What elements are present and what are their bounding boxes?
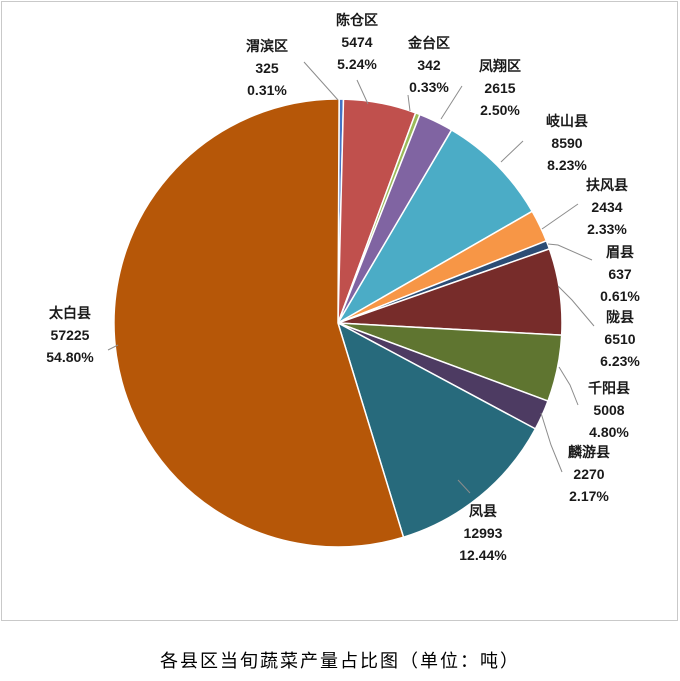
leader-line-11	[457, 479, 471, 494]
data-label-9: 千阳县 5008 4.80%	[588, 380, 630, 440]
pie-slice-12	[113, 98, 405, 548]
data-label-2: 陈仓区 5474 5.24%	[336, 12, 378, 72]
leader-line-6	[541, 203, 579, 230]
leader-line-9	[558, 366, 579, 406]
data-label-5: 岐山县 8590 8.23%	[546, 113, 588, 173]
data-label-10: 麟游县 2270 2.17%	[568, 444, 610, 504]
pie-slice-5	[335, 128, 534, 326]
leader-line-7	[547, 243, 593, 261]
data-label-6: 扶风县 2434 2.33%	[586, 177, 628, 237]
leader-line-4	[440, 85, 463, 120]
leader-line-10	[540, 412, 563, 473]
data-label-7: 眉县 637 0.61%	[600, 244, 640, 304]
data-label-3: 金台区 342 0.33%	[407, 35, 450, 95]
chart-title: 各县区当旬蔬菜产量占比图（单位：吨）	[160, 651, 520, 672]
data-label-8: 陇县 6510 6.23%	[600, 309, 640, 369]
leader-line-1	[303, 61, 339, 101]
leader-line-8	[557, 285, 595, 327]
data-label-12: 太白县 57225 54.80%	[46, 305, 94, 365]
leader-line-3	[407, 94, 411, 112]
data-label-1: 渭滨区 325 0.31%	[246, 38, 288, 98]
data-label-4: 凤翔区 2615 2.50%	[479, 58, 521, 118]
leader-line-5	[500, 140, 524, 163]
data-label-11: 凤县 12993 12.44%	[459, 503, 507, 563]
leader-line-12	[107, 344, 119, 351]
leader-line-2	[356, 79, 369, 105]
